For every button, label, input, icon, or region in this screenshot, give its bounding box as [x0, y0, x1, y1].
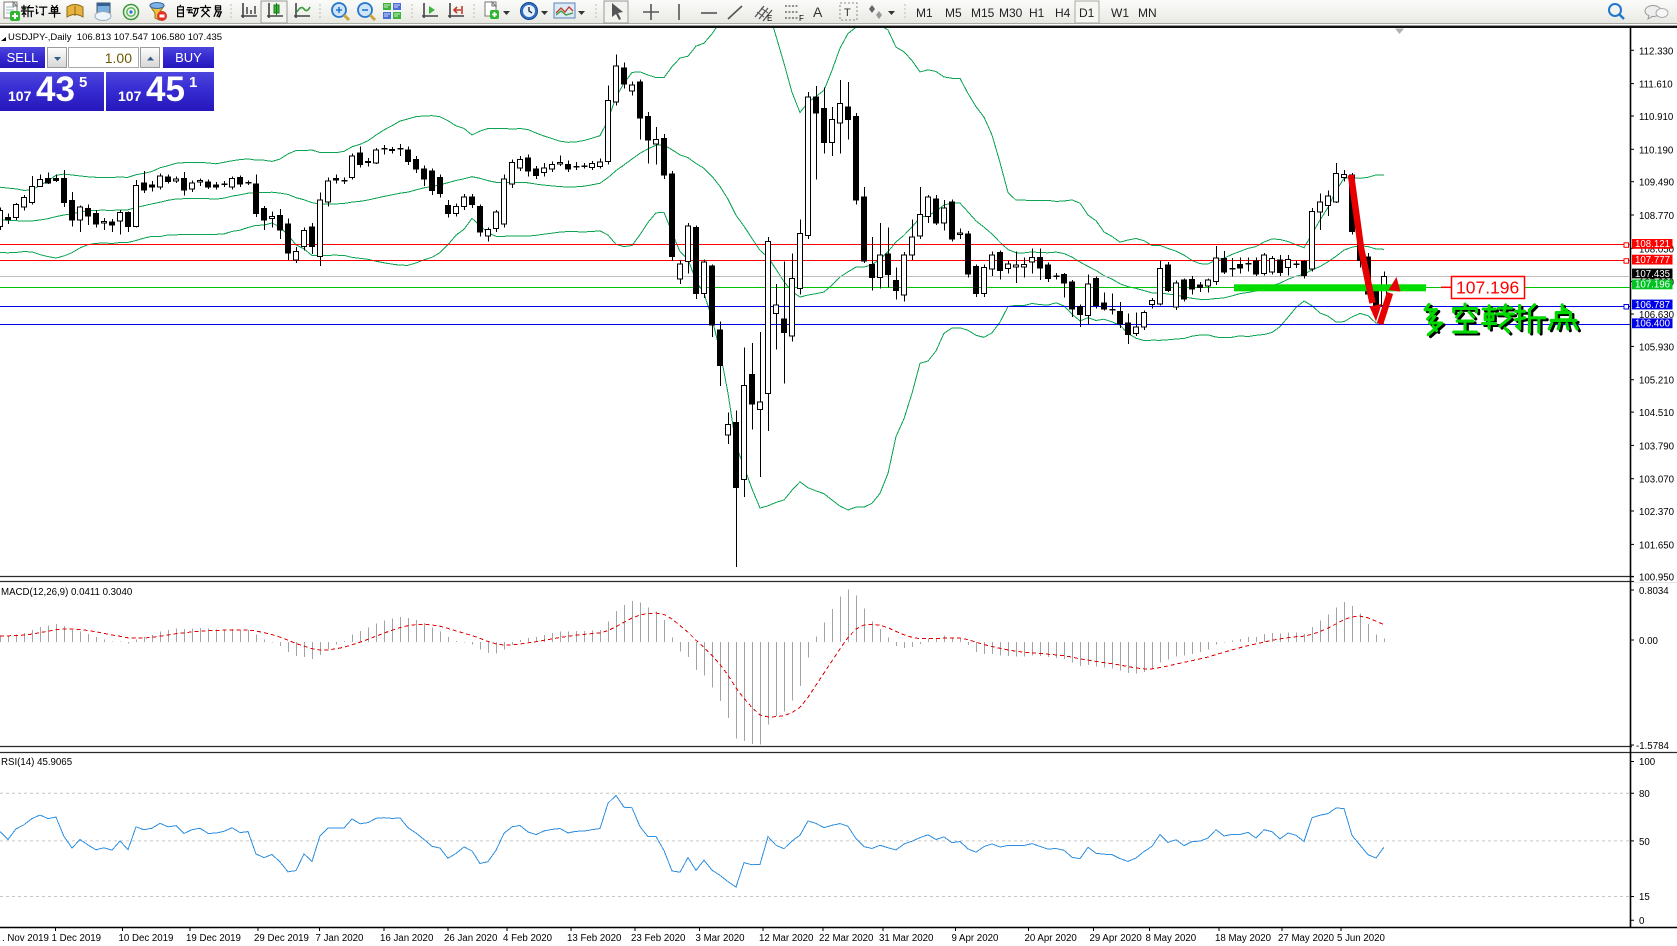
svg-text:102.370: 102.370 — [1639, 507, 1675, 518]
svg-text:101.650: 101.650 — [1639, 540, 1675, 551]
svg-text:108.121: 108.121 — [1635, 239, 1670, 250]
svg-text:110.190: 110.190 — [1639, 145, 1674, 156]
svg-text:109.490: 109.490 — [1639, 178, 1675, 189]
svg-text:100: 100 — [1639, 757, 1656, 768]
svg-text:106.630: 106.630 — [1639, 310, 1675, 321]
svg-text:23 Feb 2020: 23 Feb 2020 — [631, 933, 686, 944]
svg-text:107.196: 107.196 — [1635, 280, 1670, 291]
svg-text:MN: MN — [1138, 6, 1157, 20]
svg-text:18 May 2020: 18 May 2020 — [1215, 933, 1272, 944]
svg-text:29 Dec 2019: 29 Dec 2019 — [254, 933, 309, 944]
svg-text:105.210: 105.210 — [1639, 376, 1675, 387]
svg-text:108.770: 108.770 — [1639, 211, 1675, 222]
svg-text:W1: W1 — [1111, 6, 1129, 20]
svg-text:107.196: 107.196 — [1456, 278, 1519, 298]
svg-text:T: T — [844, 7, 851, 19]
svg-text:E: E — [767, 14, 772, 23]
svg-text:H1: H1 — [1029, 6, 1045, 20]
svg-text:22 Mar 2020: 22 Mar 2020 — [819, 933, 874, 944]
svg-text:103.790: 103.790 — [1639, 441, 1675, 452]
svg-text:9 Apr 2020: 9 Apr 2020 — [952, 933, 999, 944]
svg-text:50: 50 — [1639, 837, 1650, 848]
svg-text:105.930: 105.930 — [1639, 342, 1675, 353]
svg-text:8 May 2020: 8 May 2020 — [1146, 933, 1197, 944]
svg-text:100.950: 100.950 — [1639, 573, 1675, 584]
svg-text:110.910: 110.910 — [1639, 112, 1674, 123]
svg-text:31 Mar 2020: 31 Mar 2020 — [879, 933, 934, 944]
svg-text:26 Jan 2020: 26 Jan 2020 — [444, 933, 498, 944]
svg-text:M5: M5 — [945, 6, 962, 20]
svg-text:103.070: 103.070 — [1639, 475, 1675, 486]
svg-text:107.435: 107.435 — [1635, 269, 1670, 280]
svg-text:M1: M1 — [916, 6, 933, 20]
svg-text:RSI(14) 45.9065: RSI(14) 45.9065 — [1, 757, 72, 768]
svg-text:12 Mar 2020: 12 Mar 2020 — [759, 933, 814, 944]
svg-text:112.330: 112.330 — [1639, 46, 1674, 57]
svg-text:80: 80 — [1639, 789, 1650, 800]
svg-text:. Nov 2019: . Nov 2019 — [2, 933, 49, 944]
svg-text:16 Jan 2020: 16 Jan 2020 — [380, 933, 434, 944]
svg-text:106.400: 106.400 — [1635, 319, 1671, 330]
svg-text:-1.5784: -1.5784 — [1636, 741, 1669, 752]
svg-text:D1: D1 — [1079, 6, 1095, 20]
svg-text:0.8034: 0.8034 — [1639, 586, 1669, 597]
svg-text:H4: H4 — [1055, 6, 1071, 20]
svg-text:27 May 2020: 27 May 2020 — [1278, 933, 1335, 944]
svg-text:108.050: 108.050 — [1639, 244, 1675, 255]
svg-text:111.610: 111.610 — [1639, 80, 1673, 91]
svg-text:MACD(12,26,9) 0.0411 0.3040: MACD(12,26,9) 0.0411 0.3040 — [1, 587, 133, 598]
svg-text:7 Jan 2020: 7 Jan 2020 — [316, 933, 365, 944]
svg-text:19 Dec 2019: 19 Dec 2019 — [186, 933, 241, 944]
svg-text:13 Feb 2020: 13 Feb 2020 — [567, 933, 622, 944]
svg-text:1 Dec 2019: 1 Dec 2019 — [52, 933, 102, 944]
svg-text:4 Feb 2020: 4 Feb 2020 — [503, 933, 553, 944]
svg-text:29 Apr 2020: 29 Apr 2020 — [1090, 933, 1143, 944]
svg-text:M30: M30 — [999, 6, 1023, 20]
svg-text:F: F — [799, 14, 804, 23]
svg-text:104.510: 104.510 — [1639, 408, 1675, 419]
svg-text:20 Apr 2020: 20 Apr 2020 — [1025, 933, 1078, 944]
svg-text:0.00: 0.00 — [1639, 636, 1658, 647]
svg-text:A: A — [813, 4, 823, 20]
svg-text:106.787: 106.787 — [1635, 300, 1670, 311]
svg-text:5 Jun 2020: 5 Jun 2020 — [1337, 933, 1386, 944]
svg-text:15: 15 — [1639, 892, 1650, 903]
svg-text:107.777: 107.777 — [1635, 255, 1670, 266]
svg-text:M15: M15 — [971, 6, 995, 20]
svg-text:0: 0 — [1639, 916, 1645, 927]
svg-text:3 Mar 2020: 3 Mar 2020 — [696, 933, 746, 944]
svg-text:10 Dec 2019: 10 Dec 2019 — [119, 933, 174, 944]
